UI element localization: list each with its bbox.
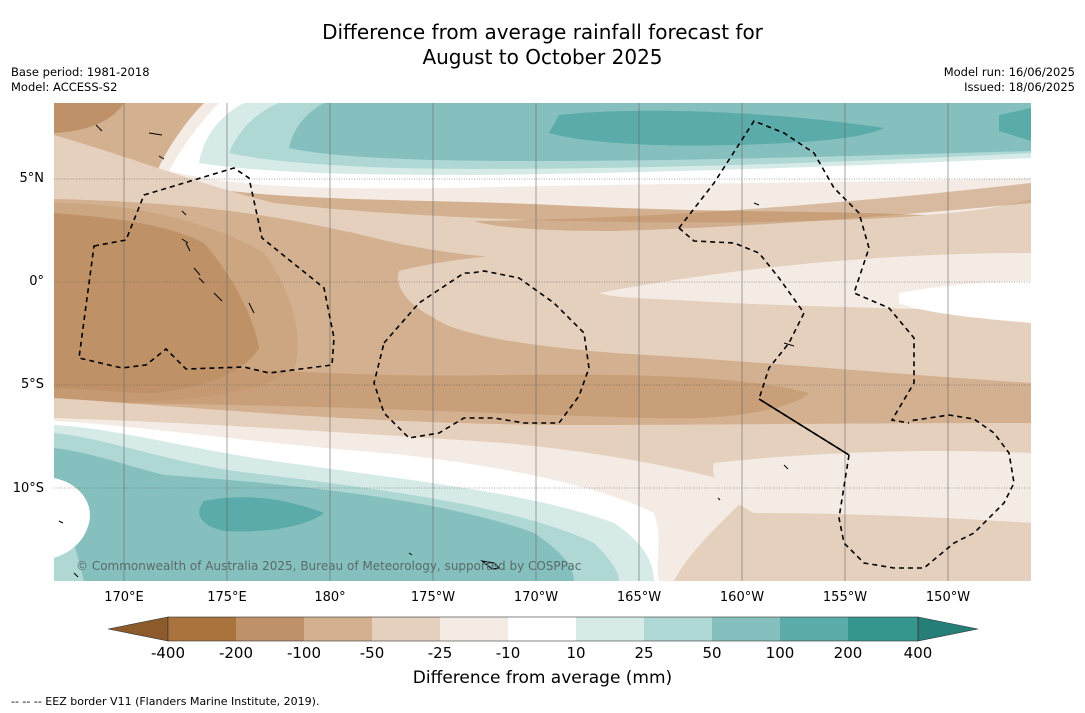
meta-right: Model run: 16/06/2025 Issued: 18/06/2025 <box>944 65 1075 95</box>
contour-dry-west-100 <box>54 203 298 403</box>
contour-dry-west-200 <box>54 213 259 393</box>
contour-dry-south-band <box>54 353 809 419</box>
colorbar-tick-label: -10 <box>495 644 521 662</box>
issued-text: Issued: 18/06/2025 <box>964 80 1075 94</box>
colorbar-tick-label: 25 <box>634 644 654 662</box>
colorbar-segment <box>644 617 712 641</box>
colorbar-tick-label: -400 <box>150 644 186 662</box>
lat-label-5n: 5°N <box>19 171 45 186</box>
colorbar-frame <box>167 616 919 642</box>
colorbar-arrow-left <box>108 616 169 642</box>
eez-border-west <box>78 167 335 374</box>
lon-label-180: 180° <box>314 590 346 605</box>
colorbar-tick-label: -100 <box>286 644 322 662</box>
colorbar-segment <box>236 617 304 641</box>
contour-dry-north-west <box>54 103 124 133</box>
eez-border-east-mid <box>678 227 850 456</box>
colorbar-tick-label: 100 <box>765 644 795 662</box>
colorbar-title: Difference from average (mm) <box>412 668 673 688</box>
colorbar-tick-label: 400 <box>903 644 933 662</box>
colorbar-segment <box>168 617 236 641</box>
colorbar-segment <box>780 617 848 641</box>
contour-dry-north-east <box>54 135 1031 262</box>
colorbar-segment <box>304 617 372 641</box>
contour-south-east-light <box>713 451 1031 523</box>
lon-label-175w: 175°W <box>410 590 456 605</box>
copyright-notice: © Commonwealth of Australia 2025, Bureau… <box>76 559 582 573</box>
eez-border-east-north <box>678 120 915 424</box>
lon-label-160w: 160°W <box>719 590 765 605</box>
colorbar-segment <box>712 617 780 641</box>
meridian-gridlines <box>123 103 949 581</box>
model-run-text: Model run: 16/06/2025 <box>943 65 1075 79</box>
parallel-gridlines <box>54 178 1031 489</box>
contour-north-400-east <box>999 108 1031 141</box>
contour-south-west-white <box>54 478 90 558</box>
contour-north-400 <box>549 110 884 146</box>
colorbar-tick-label: -50 <box>359 644 385 662</box>
model-text: Model: ACCESS-S2 <box>11 80 118 94</box>
colorbar-arrow-right <box>917 616 978 642</box>
lat-label-0: 0° <box>29 274 44 289</box>
eez-border-east-solid <box>758 398 850 456</box>
colorbar-segment <box>440 617 508 641</box>
lat-label-10s: 10°S <box>12 481 44 496</box>
lon-label-155w: 155°W <box>822 590 868 605</box>
lon-label-165w: 165°W <box>616 590 662 605</box>
eez-borders <box>78 120 1015 569</box>
lon-label-175e: 175°E <box>207 590 247 605</box>
colorbar-tick-label: 200 <box>833 644 863 662</box>
map-canvas <box>54 103 1031 581</box>
colorbar-tick-label: -25 <box>427 644 453 662</box>
colorbar-segment <box>508 617 576 641</box>
map-title: Difference from average rainfall forecas… <box>0 20 1085 70</box>
base-period-text: Base period: 1981-2018 <box>11 65 150 79</box>
colorbar-segment <box>848 617 918 641</box>
title-line-1: Difference from average rainfall forecas… <box>322 20 763 44</box>
eez-footnote: -- -- -- EEZ border V11 (Flanders Marine… <box>11 695 320 708</box>
colorbar <box>108 616 978 642</box>
contour-dry-north-east-100 <box>474 183 1031 231</box>
contour-south-200 <box>199 497 324 532</box>
lon-label-170e: 170°E <box>104 590 144 605</box>
contour-equatorial-white <box>899 281 1031 323</box>
colorbar-segment <box>576 617 644 641</box>
colorbar-tick-label: 10 <box>566 644 586 662</box>
lon-label-150w: 150°W <box>925 590 971 605</box>
colorbar-segment <box>372 617 440 641</box>
islands <box>58 124 795 578</box>
lat-label-5s: 5°S <box>20 377 44 392</box>
lon-label-170w: 170°W <box>513 590 559 605</box>
meta-left: Base period: 1981-2018 Model: ACCESS-S2 <box>11 65 150 95</box>
rainfall-anomaly-map: © Commonwealth of Australia 2025, Bureau… <box>54 103 1031 581</box>
title-line-2: August to October 2025 <box>422 45 663 69</box>
colorbar-tick-label: -200 <box>218 644 254 662</box>
colorbar-tick-label: 50 <box>702 644 722 662</box>
